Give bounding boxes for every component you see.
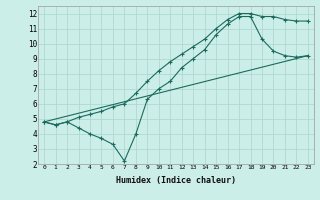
X-axis label: Humidex (Indice chaleur): Humidex (Indice chaleur) (116, 176, 236, 185)
